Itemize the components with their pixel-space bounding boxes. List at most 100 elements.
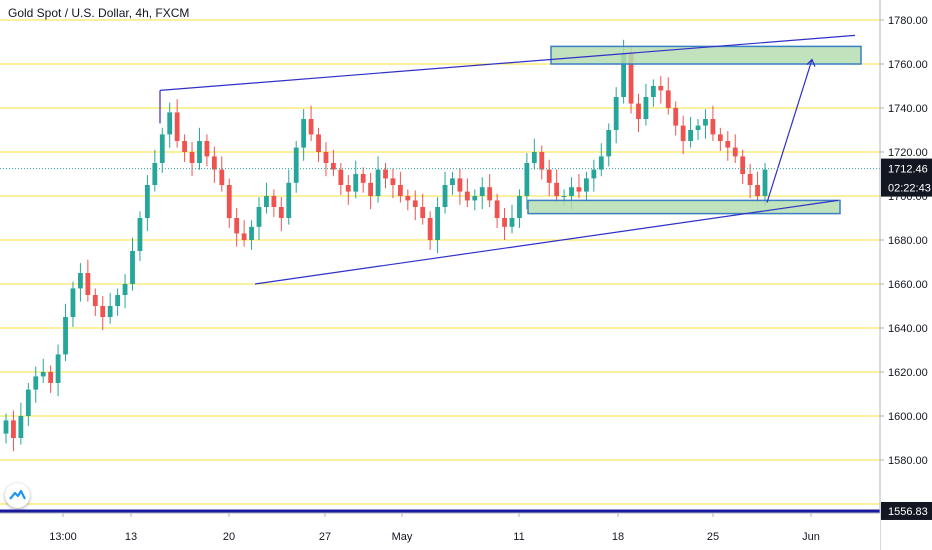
candle-body [40,372,46,377]
candle-body [353,174,359,192]
candle-body [457,178,463,192]
candle-body [249,226,254,240]
support-zone[interactable] [527,199,841,215]
candle-body [308,119,314,135]
price-tick-label: 1760.00 [888,59,928,71]
candle-body [584,178,589,192]
candle-body [703,119,708,126]
candle-body [509,218,515,227]
candle-body [55,354,61,383]
candle-body [472,196,478,201]
candle-body [211,156,217,170]
candle-body [100,306,106,317]
time-tick-label: 27 [319,531,331,543]
time-tick-label: 11 [513,531,524,543]
upper-trendline[interactable] [159,34,856,91]
candle-body [219,169,225,185]
candle-body [18,416,24,438]
candle-body [755,185,760,196]
candle-body [643,97,649,119]
candle-body [278,207,284,218]
candle-body [405,196,411,201]
candle-body [591,169,597,179]
candle-body [85,273,91,295]
candle-body [561,196,567,197]
candle-body [11,420,16,438]
candle-body [442,185,448,207]
candle-body [159,134,165,163]
candle-body [174,112,180,141]
chart-title: Gold Spot / U.S. Dollar, 4h, FXCM [8,6,190,20]
candle-body [680,125,686,141]
candle-body [464,191,470,201]
candle-body [717,134,723,141]
time-axis-bg [0,513,880,550]
arrow-head-icon [806,58,816,67]
candle-body [226,185,232,218]
candle-body [375,169,381,196]
price-tick-label: 1660.00 [888,279,928,291]
candle-body [732,147,738,157]
candle-body [688,130,693,141]
candle-body [747,174,753,185]
candle-body [762,169,768,196]
tradingview-logo[interactable] [5,483,30,508]
candle-body [576,187,582,192]
candle-body [628,53,634,104]
candle-body [390,178,396,185]
resistance-zone[interactable] [550,45,862,65]
candle-body [673,108,679,126]
candle-body [137,218,143,251]
marker-price-label: 1556.83 [888,506,928,518]
candle-body [554,182,560,196]
candle-body [435,207,440,240]
candle-body [539,152,545,170]
candle-body [152,163,158,185]
candle-body [197,141,202,163]
countdown-label: 02:22:43 [888,183,931,195]
candle-body [531,152,537,163]
candle-body [204,141,210,157]
candle-body [293,147,299,183]
candle-body [189,152,195,163]
mountain-icon [9,489,26,500]
price-axis-bg [880,0,932,550]
candle-body [167,112,173,135]
candle-body [606,130,612,157]
candle-body [107,306,113,317]
candle-body [144,185,150,218]
lower-trendline[interactable] [254,199,839,285]
price-tick-label: 1720.00 [888,147,928,159]
candle-body [613,97,619,130]
candle-body [323,152,329,163]
time-tick-label: Jun [802,531,820,543]
candle-body [517,196,522,218]
candle-body [316,134,321,152]
candle-body [70,288,76,317]
candle-body [338,169,344,185]
candle-body [740,156,746,174]
candle-body [234,218,240,234]
time-tick-label: 18 [612,531,624,543]
candle-body [33,376,39,390]
time-tick-label: 13 [125,531,137,543]
candle-body [427,218,433,240]
candle-body [92,295,98,306]
candle-body [256,207,262,227]
candle-body [122,284,128,295]
candle-body [569,187,574,196]
candle-body [621,53,627,97]
candle-body [78,273,83,289]
candle-body [665,90,671,108]
projection-arrow[interactable] [766,59,813,203]
candle-body [3,420,9,434]
time-tick-label: May [392,531,413,543]
candle-body [494,200,500,218]
time-tick-label: 13:00 [49,531,77,543]
candle-body [360,174,366,183]
marker-price-badge [881,501,932,520]
candle-body [286,182,292,218]
candle-body [345,185,351,192]
candle-body [368,182,374,196]
